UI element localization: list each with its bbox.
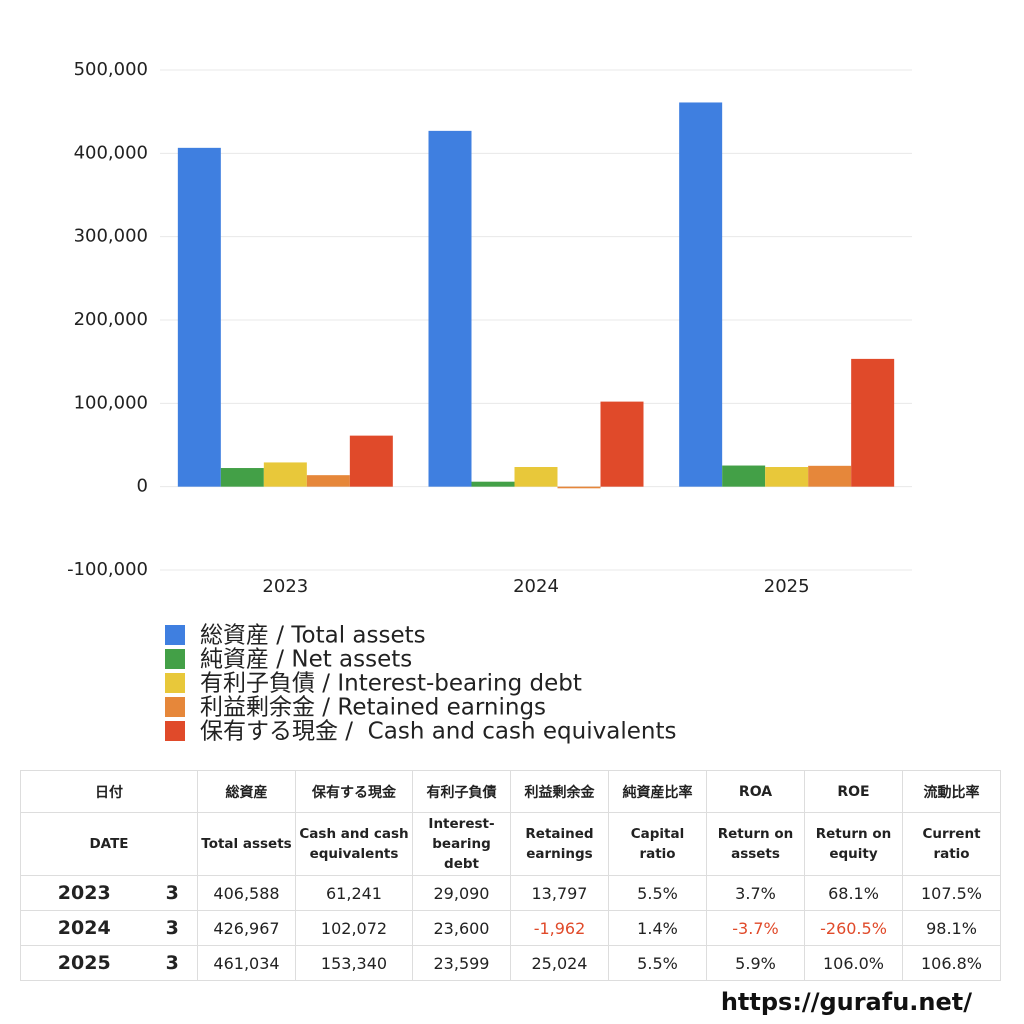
table-cell: 461,034 <box>197 945 296 981</box>
bar <box>557 486 601 489</box>
table-cell: Capital ratio <box>608 812 707 876</box>
bar <box>428 130 472 487</box>
bar <box>471 481 515 487</box>
legend-swatch <box>165 673 185 693</box>
y-tick-label: 400,000 <box>74 142 148 163</box>
table-cell: 3 <box>147 875 198 911</box>
table-cell: 29,090 <box>412 875 511 911</box>
table-cell: ROE <box>804 770 903 813</box>
legend-label: 純資産 / Net assets <box>200 647 412 673</box>
table-cell: 3.7% <box>706 875 805 911</box>
bar <box>765 467 809 487</box>
table-cell: 13,797 <box>510 875 609 911</box>
table-cell: 106.0% <box>804 945 903 981</box>
table-cell: DATE <box>20 812 198 876</box>
bar <box>851 358 895 487</box>
bar <box>220 468 264 487</box>
table-cell: 5.5% <box>608 945 707 981</box>
table-row: 日付 総資産 保有する現金 有利子負債 利益剰余金 純資産比率 ROA ROE 流動比率 <box>20 770 1001 813</box>
legend-label: 有利子負債 / Interest-bearing debt <box>200 671 582 697</box>
bar <box>600 401 644 487</box>
bar <box>263 462 307 487</box>
table-cell: 406,588 <box>197 875 296 911</box>
table-cell: 23,599 <box>412 945 511 981</box>
table-cell: 61,241 <box>295 875 413 911</box>
y-tick-label: 200,000 <box>74 309 148 330</box>
table-cell: 25,024 <box>510 945 609 981</box>
table-cell: -260.5% <box>804 910 903 946</box>
legend-swatch <box>165 625 185 645</box>
chart: -100,000 0 100,000 200,000 300,000 400,000 500… <box>67 59 912 745</box>
x-tick-label: 2025 <box>764 576 810 597</box>
table-cell: 68.1% <box>804 875 903 911</box>
table-cell: 102,072 <box>295 910 413 946</box>
legend-label: 総資産 / Total assets <box>200 623 426 649</box>
legend-label: 保有する現金 / Cash and cash equivalents <box>200 719 676 745</box>
table-cell: 2023 <box>20 875 148 911</box>
legend-label: 利益剰余金 / Retained earnings <box>200 695 546 721</box>
table-cell: 23,600 <box>412 910 511 946</box>
table-cell: 総資産 <box>197 770 296 813</box>
table-cell: 426,967 <box>197 910 296 946</box>
table-cell: Retained earnings <box>510 812 609 876</box>
table-cell: 流動比率 <box>902 770 1001 813</box>
table-row: DATE Total assets Cash and cash equivalent… <box>20 812 1001 876</box>
bar <box>808 465 852 487</box>
table-cell: 利益剰余金 <box>510 770 609 813</box>
bar <box>514 467 558 487</box>
y-tick-label: 100,000 <box>74 392 148 413</box>
table-cell: 5.9% <box>706 945 805 981</box>
table-cell: Cash and cash equivalents <box>295 812 413 876</box>
table-cell: 1.4% <box>608 910 707 946</box>
table-cell: Return on assets <box>706 812 805 876</box>
footer-url: https://gurafu.net/ <box>720 988 972 1016</box>
legend-swatch <box>165 697 185 717</box>
table-cell: 98.1% <box>902 910 1001 946</box>
table-cell: 保有する現金 <box>295 770 413 813</box>
table-cell: 2025 <box>20 945 148 981</box>
table-cell: 2024 <box>20 910 148 946</box>
table-row: 2024 3 426,967 102,072 23,600 -1,962 1.4% -3.7%… <box>20 910 1001 946</box>
table-cell: 3 <box>147 945 198 981</box>
table-cell: 有利子負債 <box>412 770 511 813</box>
legend-swatch <box>165 649 185 669</box>
table-cell: Total assets <box>197 812 296 876</box>
bar <box>349 435 393 487</box>
bar <box>679 102 723 487</box>
table-cell: -1,962 <box>510 910 609 946</box>
bar <box>722 465 766 487</box>
bar <box>306 475 350 487</box>
table-row: 2023 3 406,588 61,241 29,090 13,797 5.5% 3.7% 68… <box>20 875 1001 911</box>
bar <box>177 147 221 487</box>
x-tick-label: 2023 <box>262 576 308 597</box>
legend-swatch <box>165 721 185 741</box>
table-row: 2025 3 461,034 153,340 23,599 25,024 5.5% 5.9% 1… <box>20 945 1001 981</box>
table-cell: 107.5% <box>902 875 1001 911</box>
data-table: 日付 総資産 保有する現金 有利子負債 利益剰余金 純資産比率 ROA ROE 流動比率 DATE… <box>20 770 1001 981</box>
table-cell: 106.8% <box>902 945 1001 981</box>
table-cell: ROA <box>706 770 805 813</box>
y-tick-label: 500,000 <box>74 59 148 80</box>
table-cell: Return on equity <box>804 812 903 876</box>
table-cell: Current ratio <box>902 812 1001 876</box>
y-tick-label: 0 <box>137 476 148 497</box>
table-cell: 純資産比率 <box>608 770 707 813</box>
table-cell: 日付 <box>20 770 198 813</box>
table-cell: -3.7% <box>706 910 805 946</box>
y-tick-label: 300,000 <box>74 226 148 247</box>
table-cell: 3 <box>147 910 198 946</box>
y-tick-label: -100,000 <box>67 559 148 580</box>
table-cell: Interest-bearing debt <box>412 812 511 876</box>
table-cell: 5.5% <box>608 875 707 911</box>
table-cell: 153,340 <box>295 945 413 981</box>
x-tick-label: 2024 <box>513 576 559 597</box>
